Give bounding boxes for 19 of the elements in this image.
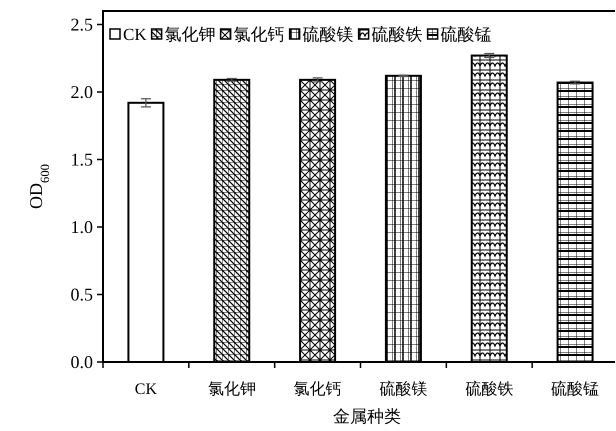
y-tick-label: 0.0	[70, 352, 93, 372]
legend-label: 硫酸铁	[372, 25, 423, 44]
legend-label: 氯化钙	[234, 25, 285, 44]
x-tick-label: 氯化钙	[294, 381, 342, 398]
x-tick-label: 硫酸锰	[551, 380, 600, 398]
x-axis-title: 金属种类	[333, 407, 401, 426]
legend-label: 硫酸镁	[302, 25, 354, 44]
legend-label: 硫酸锰	[440, 25, 492, 44]
x-tick-label: CK	[134, 381, 158, 398]
x-tick-label: 硫酸镁	[379, 380, 428, 398]
legend-label: 氯化钾	[164, 25, 216, 44]
x-tick-label: 氯化钾	[208, 381, 256, 398]
legend-label: CK	[123, 25, 148, 44]
y-tick-label: 2.0	[70, 82, 93, 102]
y-tick-label: 2.5	[70, 14, 93, 34]
x-tick-label: 硫酸铁	[465, 380, 514, 398]
y-tick-label: 1.5	[70, 150, 93, 170]
y-tick-label: 0.5	[70, 284, 93, 304]
y-tick-label: 1.0	[70, 217, 93, 237]
